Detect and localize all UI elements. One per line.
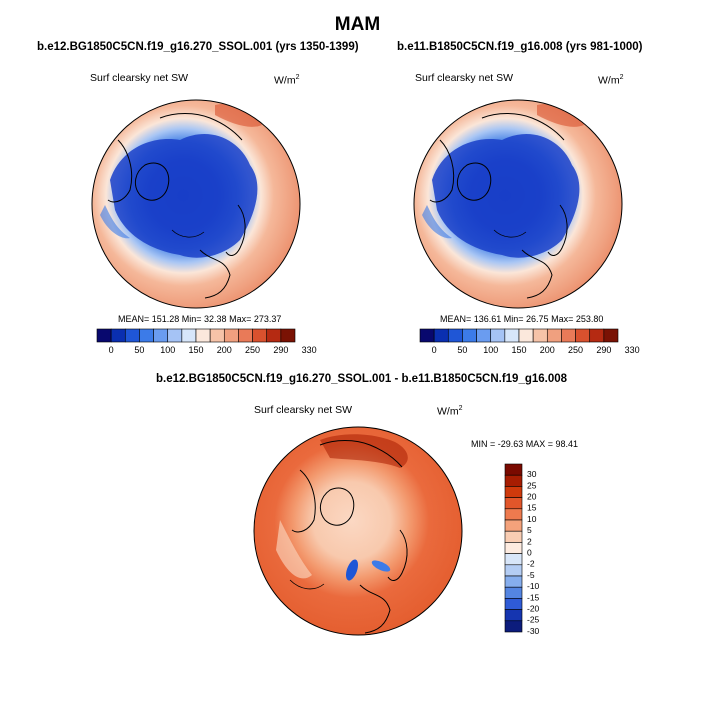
diff-colorbar-tick-label: -10	[527, 581, 540, 591]
diff-variable-label: Surf clearsky net SW	[254, 404, 353, 416]
panel1-colorbar-tick-label: 250	[245, 345, 260, 355]
panel1-case-title: b.e12.BG1850C5CN.f19_g16.270_SSOL.001 (y…	[37, 41, 359, 53]
panel1-colorbar-swatch	[110, 328, 126, 343]
panel1-colorbar-swatch	[96, 328, 112, 343]
panel2-colorbar-swatch	[603, 328, 619, 343]
diff-colorbar-tick-label: -2	[527, 559, 535, 569]
panel1-colorbar-swatch	[195, 328, 211, 343]
diff-map	[253, 426, 463, 636]
panel2-colorbar-swatch	[546, 328, 562, 343]
panel1-colorbar-tick-label: 330	[302, 345, 317, 355]
panel1-colorbar-swatch	[153, 328, 169, 343]
diff-colorbar-swatch	[504, 564, 523, 577]
panel2-colorbar-tick-label: 290	[596, 345, 611, 355]
panel2-map	[413, 99, 623, 309]
diff-stats: MIN = -29.63 MAX = 98.41	[471, 439, 579, 449]
diff-units: W/m2	[437, 405, 463, 418]
panel2-colorbar-swatch	[462, 328, 477, 343]
diff-colorbar-tick-label: -15	[527, 592, 540, 602]
panel1-colorbar-tick-label: 290	[273, 345, 288, 355]
figure-title: MAM	[334, 14, 381, 35]
panel2-colorbar-swatch	[561, 328, 576, 343]
diff-colorbar-swatch	[504, 486, 523, 498]
panel1-colorbar-swatch	[280, 328, 296, 343]
panel2-colorbar-tick-label: 100	[483, 345, 498, 355]
panel1-colorbar-swatch	[266, 328, 282, 343]
panel1-colorbar-tick-label: 0	[109, 345, 114, 355]
panel1-colorbar-tick-label: 50	[134, 345, 144, 355]
diff-colorbar-tick-label: 20	[527, 491, 537, 501]
panel1-colorbar-swatch	[223, 328, 239, 343]
diff-colorbar-swatch	[504, 508, 523, 521]
panel2-colorbar-swatch	[504, 328, 520, 343]
panel2-colorbar-tick-label: 50	[457, 345, 467, 355]
diff-colorbar-swatch	[504, 553, 523, 566]
panel1-colorbar-swatch	[252, 328, 268, 343]
panel1-stats: MEAN= 151.28 Min= 32.38 Max= 273.37	[118, 314, 282, 324]
panel2-colorbar-swatch	[490, 328, 506, 343]
panel1-colorbar-swatch	[209, 328, 225, 343]
panel1-colorbar-tick-label: 200	[217, 345, 232, 355]
panel2-colorbar-tick-label: 200	[540, 345, 555, 355]
panel2-case-title: b.e11.B1850C5CN.f19_g16.008 (yrs 981-100…	[397, 41, 643, 53]
diff-colorbar-tick-label: -25	[527, 615, 540, 625]
diff-colorbar-tick-label: 15	[527, 503, 537, 513]
panel2-colorbar-swatch	[433, 328, 449, 343]
diff-colorbar-swatch	[504, 530, 523, 543]
panel1-colorbar-tick-label: 150	[188, 345, 203, 355]
diff-colorbar-swatch	[504, 497, 523, 510]
diff-colorbar-swatch	[504, 542, 523, 554]
diff-colorbar-tick-label: 30	[527, 469, 537, 479]
panel2-units: W/m2	[598, 74, 624, 87]
panel2-colorbar-swatch	[476, 328, 492, 343]
panel2-colorbar-tick-label: 250	[568, 345, 583, 355]
panel1-units: W/m2	[274, 74, 300, 87]
diff-colorbar-swatch	[504, 474, 523, 487]
panel2-colorbar-tick-label: 0	[432, 345, 437, 355]
diff-colorbar-tick-label: -5	[527, 570, 535, 580]
diff-colorbar-swatch	[504, 519, 523, 532]
panel1-colorbar-swatch	[238, 328, 253, 343]
diff-colorbar-swatch	[504, 598, 523, 610]
panel1-colorbar-tick-label: 100	[160, 345, 175, 355]
diff-colorbar-tick-label: -30	[527, 626, 540, 636]
panel2-colorbar-swatch	[447, 328, 463, 343]
diff-case-title: b.e12.BG1850C5CN.f19_g16.270_SSOL.001 - …	[156, 373, 568, 385]
diff-colorbar-tick-label: 0	[527, 547, 532, 557]
diff-colorbar-swatch	[504, 620, 523, 633]
panel1-colorbar-swatch	[124, 328, 140, 343]
panel2-colorbar-swatch	[532, 328, 548, 343]
diff-colorbar-tick-label: -20	[527, 603, 540, 613]
panel1-colorbar-swatch	[139, 328, 154, 343]
panel2-colorbar-swatch	[589, 328, 605, 343]
diff-colorbar-tick-label: 2	[527, 536, 532, 546]
panel2-colorbar: 0 50 100 150 200 250 290 330	[419, 328, 640, 355]
panel2-variable-label: Surf clearsky net SW	[415, 72, 514, 84]
panel1-map	[91, 99, 301, 309]
panel1-colorbar-swatch	[181, 328, 197, 343]
diff-colorbar-tick-label: 5	[527, 525, 532, 535]
panel2-colorbar-swatch	[575, 328, 591, 343]
panel2-stats: MEAN= 136.61 Min= 26.75 Max= 253.80	[440, 314, 604, 324]
panel2-colorbar-tick-label: 330	[625, 345, 640, 355]
diff-colorbar-tick-label: 25	[527, 480, 537, 490]
panel2-colorbar-swatch	[518, 328, 534, 343]
panel1-variable-label: Surf clearsky net SW	[90, 72, 189, 84]
panel2-colorbar-tick-label: 150	[511, 345, 526, 355]
panel2-colorbar-swatch	[419, 328, 435, 343]
diff-colorbar-swatch	[504, 609, 523, 622]
diff-colorbar-swatch	[504, 575, 523, 588]
panel1-colorbar-swatch	[167, 328, 183, 343]
panel1-colorbar: 0 50 100 150 200 250 290 330	[96, 328, 317, 355]
diff-colorbar-swatch	[504, 463, 523, 476]
diff-colorbar-swatch	[504, 586, 523, 599]
diff-colorbar-tick-label: 10	[527, 514, 537, 524]
